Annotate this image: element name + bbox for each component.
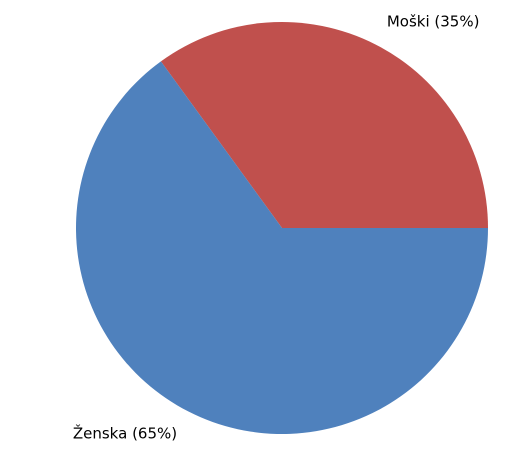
pie-slice xyxy=(160,21,488,229)
pie-slice xyxy=(75,61,488,434)
slice-label: Ženska (65%) xyxy=(73,423,177,442)
slice-label: Moški (35%) xyxy=(387,13,480,31)
